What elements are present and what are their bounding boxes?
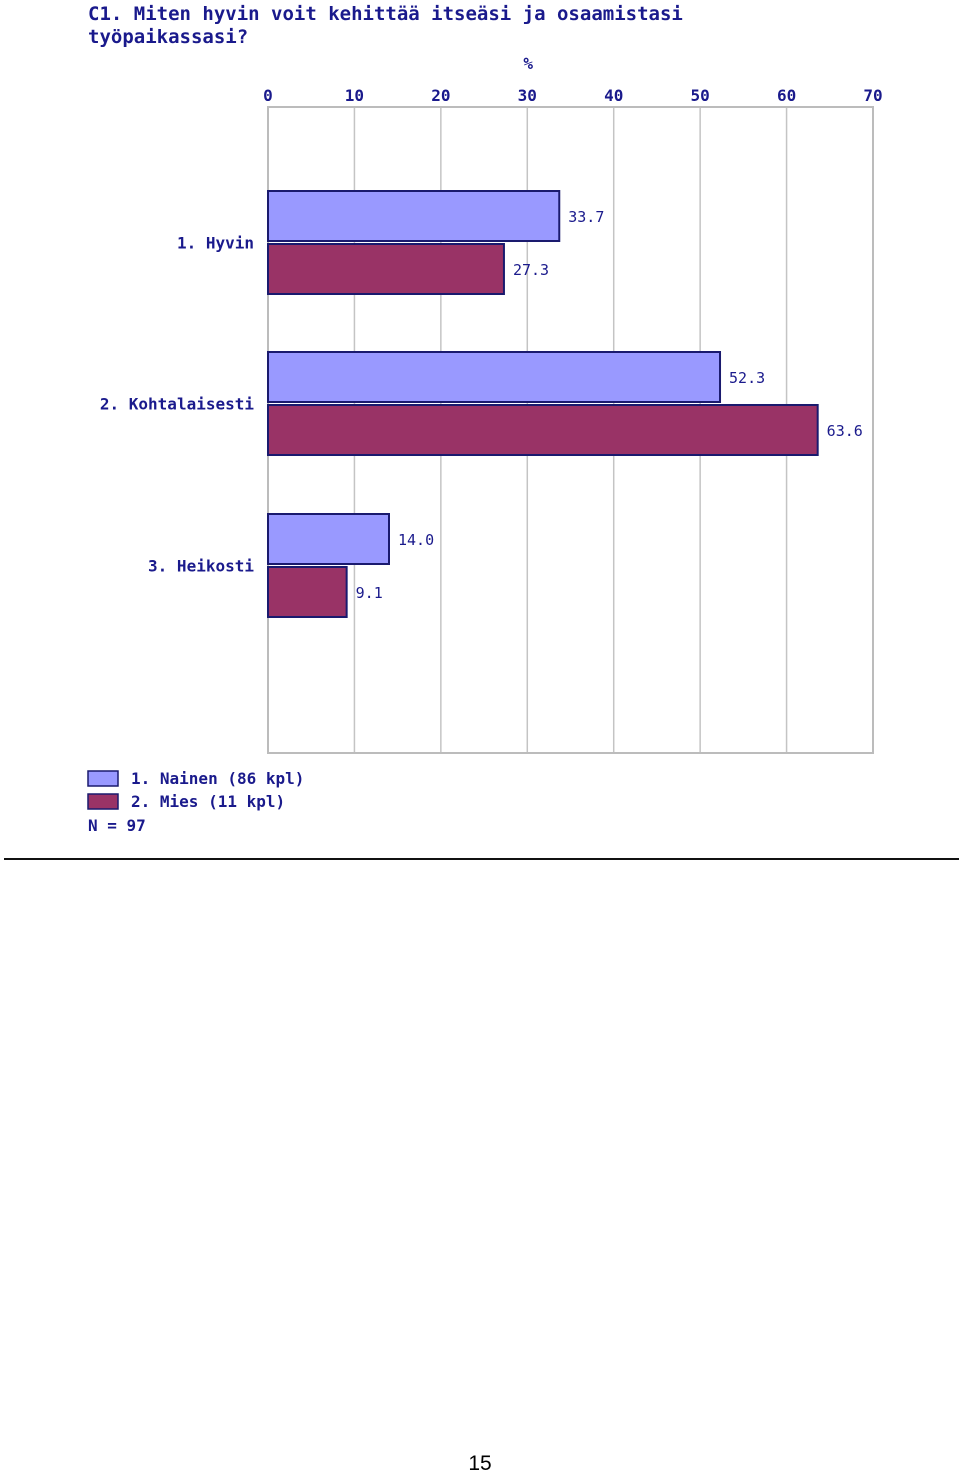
bar-value-label: 33.7	[568, 208, 604, 226]
x-tick-label: 60	[777, 86, 796, 105]
page-divider	[4, 858, 959, 860]
bars: 33.7 27.3 52.3 63.6 14.0 9.1	[267, 190, 863, 618]
x-tick-label: 20	[431, 86, 450, 105]
bar	[267, 404, 819, 456]
x-tick-label: 10	[345, 86, 364, 105]
category-label: 1. Hyvin	[177, 234, 254, 253]
x-tick-label: 0	[263, 86, 273, 105]
bar	[267, 243, 505, 295]
chart-title: C1. Miten hyvin voit kehittää itseäsi ja…	[88, 3, 683, 48]
x-tick-label: 50	[691, 86, 710, 105]
bar-value-label: 9.1	[356, 584, 383, 602]
bar	[267, 566, 348, 618]
bar	[267, 351, 722, 403]
legend: 1. Nainen (86 kpl) 2. Mies (11 kpl)	[87, 769, 304, 811]
legend-swatch	[87, 793, 119, 810]
bar-value-label: 14.0	[398, 531, 434, 549]
bar	[267, 190, 561, 242]
bar-chart: 0 10 20 30 40 50 60 70 % 33.7 27.3 52.3 63.6 14.0 9.…	[87, 54, 883, 835]
bar-value-label: 27.3	[513, 261, 549, 279]
x-tick-label: 70	[863, 86, 882, 105]
bar	[267, 513, 390, 565]
legend-swatch	[87, 770, 119, 787]
legend-entry: 2. Mies (11 kpl)	[131, 792, 285, 811]
category-labels: 1. Hyvin 2. Kohtalaisesti 3. Heikosti	[100, 234, 254, 576]
legend-entry: 1. Nainen (86 kpl)	[131, 769, 304, 788]
page-number: 15	[468, 1452, 492, 1475]
bar-value-label: 63.6	[827, 422, 863, 440]
bar-value-label: 52.3	[729, 369, 765, 387]
x-axis-label: %	[523, 54, 533, 73]
x-tick-label: 30	[518, 86, 537, 105]
x-axis-ticks: 0 10 20 30 40 50 60 70	[263, 86, 882, 105]
category-label: 3. Heikosti	[148, 557, 254, 576]
sample-size-note: N = 97	[88, 816, 146, 835]
x-tick-label: 40	[604, 86, 623, 105]
category-label: 2. Kohtalaisesti	[100, 395, 254, 414]
